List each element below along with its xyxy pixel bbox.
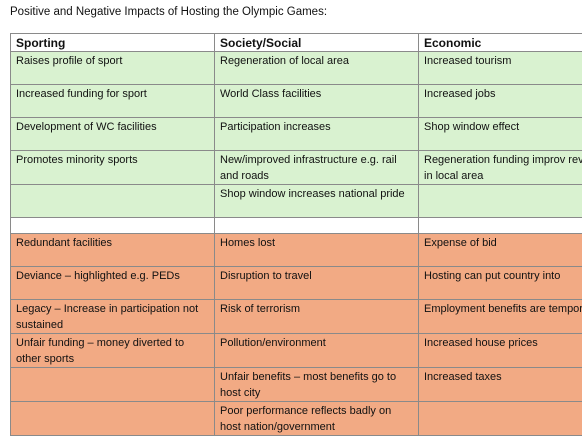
table-cell: Development of WC facilities — [10, 117, 215, 151]
table-cell: Unfair funding – money diverted to other… — [10, 333, 215, 368]
column-header: Society/Social — [214, 33, 419, 52]
table-row: Poor performance reflects badly on host … — [10, 401, 582, 436]
table-cell: Expense of bid — [418, 233, 582, 267]
page-title: Positive and Negative Impacts of Hosting… — [10, 6, 328, 18]
table-cell: World Class facilities — [214, 84, 419, 118]
table-cell: Employment benefits are temporary — [418, 299, 582, 334]
table-cell: Raises profile of sport — [10, 51, 215, 85]
table-cell — [418, 217, 582, 234]
table-cell: Hosting can put country into — [418, 266, 582, 300]
table-cell: Unfair benefits – most benefits go to ho… — [214, 367, 419, 402]
table-cell — [214, 217, 419, 234]
table-cell: Participation increases — [214, 117, 419, 151]
table-cell — [418, 401, 582, 436]
column-header: Sporting — [10, 33, 215, 52]
table-cell: Promotes minority sports — [10, 150, 215, 185]
table-cell: Disruption to travel — [214, 266, 419, 300]
table-cell: Increased funding for sport — [10, 84, 215, 118]
table-cell: Deviance – highlighted e.g. PEDs — [10, 266, 215, 300]
table-cell: New/improved infrastructure e.g. rail an… — [214, 150, 419, 185]
table-row: Unfair benefits – most benefits go to ho… — [10, 367, 582, 402]
table-row: Redundant facilities Homes lost Expense of… — [10, 233, 582, 267]
table-row: Unfair funding – money diverted to other… — [10, 333, 582, 368]
table-row: Increased funding for sport World Class f… — [10, 84, 582, 118]
column-header: Economic — [418, 33, 582, 52]
table-row: Raises profile of sport Regeneration of l… — [10, 51, 582, 85]
table-cell: Pollution/environment — [214, 333, 419, 368]
table-cell: Shop window increases national pride — [214, 184, 419, 218]
table-cell: Shop window effect — [418, 117, 582, 151]
table-body: Raises profile of sport Regeneration of l… — [10, 51, 582, 436]
table-row: Promotes minority sports New/improved inf… — [10, 150, 582, 185]
table-cell — [418, 184, 582, 218]
table-cell: Increased house prices — [418, 333, 582, 368]
separator-row — [10, 217, 582, 234]
table-cell: Increased jobs — [418, 84, 582, 118]
table-cell: Homes lost — [214, 233, 419, 267]
table-cell: Regeneration funding improv revenue in l… — [418, 150, 582, 185]
table-row: Shop window increases national pride — [10, 184, 582, 218]
table-row: Development of WC facilities Participatio… — [10, 117, 582, 151]
table-cell: Legacy – Increase in participation not s… — [10, 299, 215, 334]
header-row: Sporting Society/Social Economic — [10, 33, 582, 52]
table-cell — [10, 401, 215, 436]
table-cell: Increased taxes — [418, 367, 582, 402]
table-cell — [10, 184, 215, 218]
table-cell — [10, 367, 215, 402]
table-cell — [10, 217, 215, 234]
table-cell: Poor performance reflects badly on host … — [214, 401, 419, 436]
table-row: Legacy – Increase in participation not s… — [10, 299, 582, 334]
table-cell: Risk of terrorism — [214, 299, 419, 334]
table-cell: Redundant facilities — [10, 233, 215, 267]
table-cell: Regeneration of local area — [214, 51, 419, 85]
table-row: Deviance – highlighted e.g. PEDs Disrupti… — [10, 266, 582, 300]
impacts-table: Sporting Society/Social Economic Raises pr… — [10, 33, 582, 436]
table-cell: Increased tourism — [418, 51, 582, 85]
